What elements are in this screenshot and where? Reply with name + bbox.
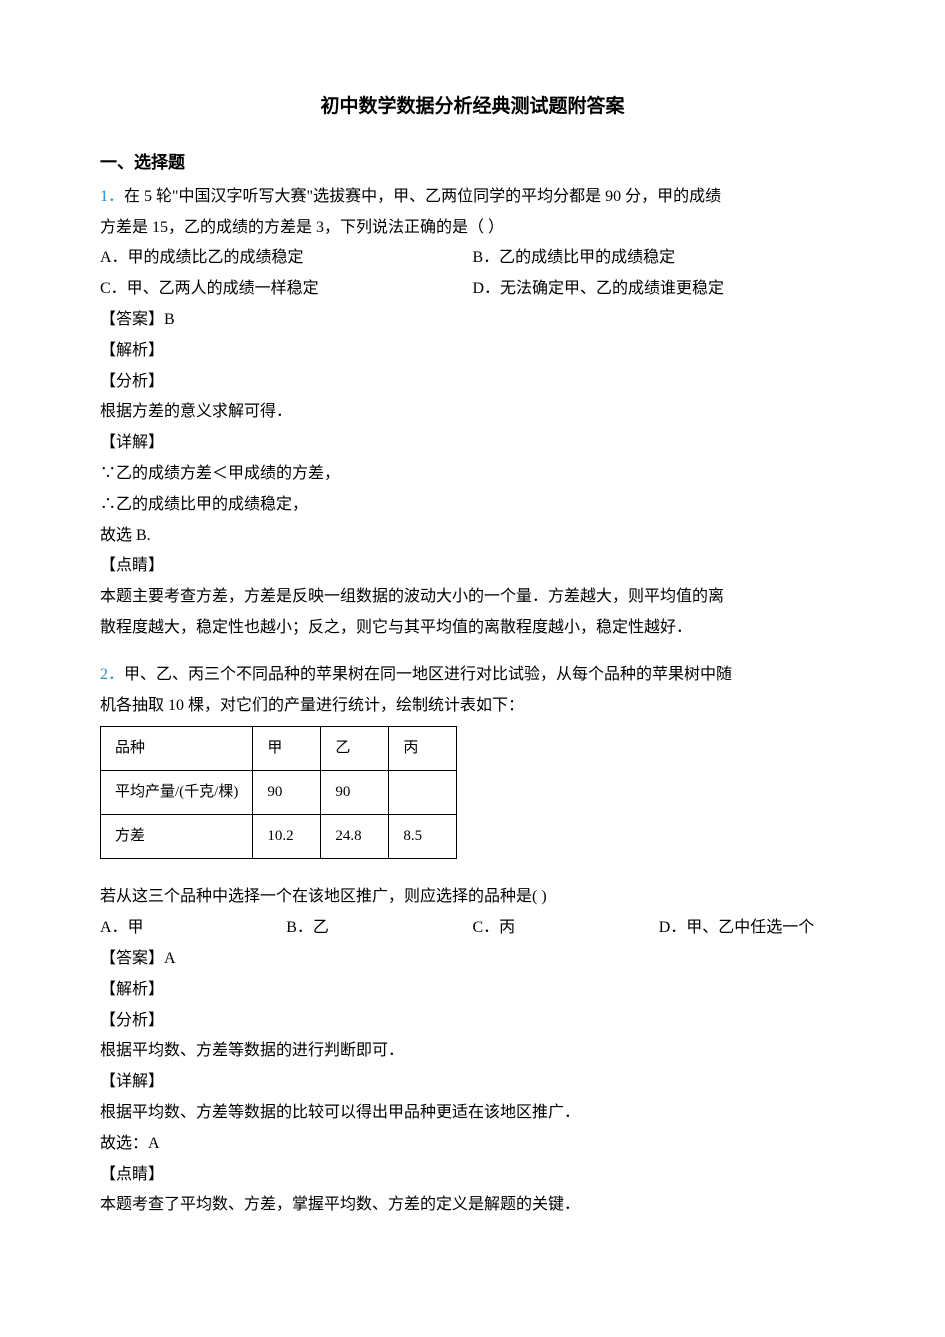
q2-xiangjie: 【详解】	[100, 1068, 845, 1097]
q1-stem-line2: 方差是 15，乙的成绩的方差是 3，下列说法正确的是（ ）	[100, 214, 845, 243]
table-cell: 丙	[389, 727, 457, 771]
q2-option-c: C．丙	[473, 914, 659, 943]
q1-option-d: D．无法确定甲、乙的成绩谁更稳定	[473, 275, 846, 304]
q1-option-b: B．乙的成绩比甲的成绩稳定	[473, 244, 846, 273]
q1-number: 1．	[100, 188, 124, 205]
table-cell: 10.2	[253, 815, 321, 859]
q1-detail-line2: ∴乙的成绩比甲的成绩稳定，	[100, 491, 845, 520]
q2-stem-a: 甲、乙、丙三个不同品种的苹果树在同一地区进行对比试验，从每个品种的苹果树中随	[124, 666, 732, 683]
q1-dianjing: 【点睛】	[100, 552, 845, 581]
table-row: 平均产量/(千克/棵) 90 90	[101, 771, 457, 815]
q1-stem-line1: 1．在 5 轮"中国汉字听写大赛"选拔赛中，甲、乙两位同学的平均分都是 90 分…	[100, 183, 845, 212]
table-row: 品种 甲 乙 丙	[101, 727, 457, 771]
q1-option-c: C．甲、乙两人的成绩一样稳定	[100, 275, 473, 304]
q2-option-d: D．甲、乙中任选一个	[659, 914, 845, 943]
q1-dj-line2: 散程度越大，稳定性也越小；反之，则它与其平均值的离散程度越小，稳定性越好．	[100, 614, 845, 643]
q1-answer-label: 【答案】	[100, 311, 164, 328]
q2-fenxi-text: 根据平均数、方差等数据的进行判断即可．	[100, 1037, 845, 1066]
q1-fenxi: 【分析】	[100, 368, 845, 397]
q1-detail-line3: 故选 B.	[100, 522, 845, 551]
q2-option-a: A．甲	[100, 914, 286, 943]
q2-table: 品种 甲 乙 丙 平均产量/(千克/棵) 90 90 方差 10.2 24.8 …	[100, 726, 457, 859]
table-cell: 24.8	[321, 815, 389, 859]
table-cell: 90	[321, 771, 389, 815]
q1-answer: 【答案】B	[100, 306, 845, 335]
table-row: 方差 10.2 24.8 8.5	[101, 815, 457, 859]
table-cell: 平均产量/(千克/棵)	[101, 771, 253, 815]
q2-answer-value: A	[164, 950, 176, 967]
table-cell: 8.5	[389, 815, 457, 859]
q2-xj-line1: 根据平均数、方差等数据的比较可以得出甲品种更适在该地区推广．	[100, 1099, 845, 1128]
q2-answer: 【答案】A	[100, 945, 845, 974]
table-cell: 乙	[321, 727, 389, 771]
q1-option-a: A．甲的成绩比乙的成绩稳定	[100, 244, 473, 273]
q1-dj-line1: 本题主要考查方差，方差是反映一组数据的波动大小的一个量．方差越大，则平均值的离	[100, 583, 845, 612]
q2-option-b: B．乙	[286, 914, 472, 943]
q1-options-row1: A．甲的成绩比乙的成绩稳定 B．乙的成绩比甲的成绩稳定	[100, 244, 845, 273]
q2-stem-line1: 2．甲、乙、丙三个不同品种的苹果树在同一地区进行对比试验，从每个品种的苹果树中随	[100, 661, 845, 690]
q2-answer-label: 【答案】	[100, 950, 164, 967]
q2-follow: 若从这三个品种中选择一个在该地区推广，则应选择的品种是( )	[100, 883, 845, 912]
q1-options-row2: C．甲、乙两人的成绩一样稳定 D．无法确定甲、乙的成绩谁更稳定	[100, 275, 845, 304]
table-cell: 90	[253, 771, 321, 815]
q1-detail-line1: ∵乙的成绩方差＜甲成绩的方差，	[100, 460, 845, 489]
q2-stem-line2: 机各抽取 10 棵，对它们的产量进行统计，绘制统计表如下：	[100, 692, 845, 721]
q2-dianjing: 【点睛】	[100, 1161, 845, 1190]
q2-xj-line2: 故选：A	[100, 1130, 845, 1159]
page-title: 初中数学数据分析经典测试题附答案	[100, 90, 845, 124]
q1-stem-a: 在 5 轮"中国汉字听写大赛"选拔赛中，甲、乙两位同学的平均分都是 90 分，甲…	[124, 188, 721, 205]
table-cell: 方差	[101, 815, 253, 859]
section-heading: 一、选择题	[100, 148, 845, 179]
table-cell: 品种	[101, 727, 253, 771]
q2-dj-line1: 本题考查了平均数、方差，掌握平均数、方差的定义是解题的关键．	[100, 1191, 845, 1220]
q1-jiexi: 【解析】	[100, 337, 845, 366]
q2-options-row: A．甲 B．乙 C．丙 D．甲、乙中任选一个	[100, 914, 845, 943]
q1-answer-value: B	[164, 311, 175, 328]
q2-number: 2．	[100, 666, 124, 683]
q2-jiexi: 【解析】	[100, 976, 845, 1005]
q1-xiangjie: 【详解】	[100, 429, 845, 458]
table-cell: 甲	[253, 727, 321, 771]
table-cell	[389, 771, 457, 815]
q2-fenxi: 【分析】	[100, 1007, 845, 1036]
q1-fenxi-text: 根据方差的意义求解可得．	[100, 398, 845, 427]
